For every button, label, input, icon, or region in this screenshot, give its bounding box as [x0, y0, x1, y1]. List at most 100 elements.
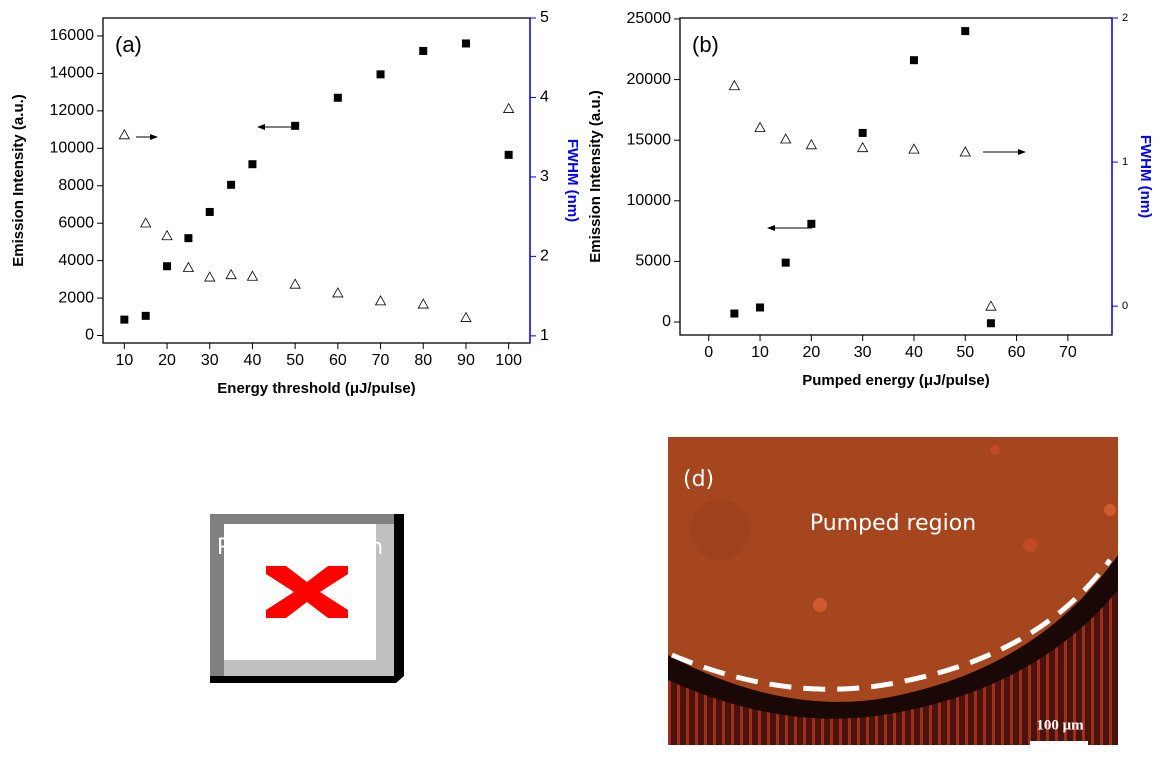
panel-label: (b) — [692, 32, 719, 57]
triangle-marker — [289, 278, 301, 289]
square-marker — [333, 93, 342, 102]
square-marker — [961, 27, 970, 36]
x-tick-label: 60 — [1008, 344, 1026, 361]
y2-tick-label: 2 — [540, 248, 549, 265]
y2-tick-label: 3 — [540, 168, 549, 185]
y2-tick-label: 0 — [1122, 300, 1128, 312]
arrows — [136, 124, 1026, 231]
square-marker — [120, 315, 129, 324]
square-marker — [781, 258, 790, 267]
scatter-chart: 0 10 20 30 40 50 60 70 0 5000 10000 15000 20000 25000… — [587, 10, 1154, 389]
triangle-marker — [374, 295, 387, 306]
y-tick-label: 4000 — [58, 252, 94, 269]
square-marker — [227, 180, 236, 189]
y2-tick-label: 2 — [1122, 12, 1128, 24]
x-tick-label: 30 — [201, 352, 219, 369]
triangle-marker — [502, 102, 515, 113]
y-axis-label: Emission Intensity (a.u.) — [10, 94, 27, 267]
x-tick-label: 70 — [372, 352, 390, 369]
square-marker — [461, 39, 470, 48]
y-tick-label: 10000 — [50, 140, 95, 157]
square-marker — [163, 262, 172, 271]
y-tick-label: 12000 — [50, 102, 95, 119]
triangle-marker — [780, 133, 792, 144]
x-tick-label: 100 — [495, 352, 522, 369]
scale-bar — [1030, 741, 1088, 745]
panel-label: (a) — [115, 32, 142, 57]
triangle-marker — [417, 298, 429, 309]
triangle-marker — [908, 143, 920, 154]
square-marker — [504, 150, 513, 159]
x-tick-label: 10 — [751, 344, 769, 361]
triangle-marker — [140, 217, 152, 228]
x-tick-label: 20 — [158, 352, 176, 369]
x-tick-label: 60 — [329, 352, 347, 369]
square-marker — [376, 70, 385, 79]
triangle-marker — [805, 138, 818, 150]
y-tick-label: 16000 — [50, 27, 95, 44]
error-icon — [266, 566, 348, 618]
triangle-marker — [161, 229, 173, 241]
square-marker — [807, 219, 816, 228]
y-tick-label: 8000 — [58, 177, 94, 194]
x-tick-label: 80 — [414, 352, 432, 369]
y2-axis-label: FWHM (nm) — [1137, 135, 1154, 218]
square-marker — [184, 234, 193, 243]
y2-tick-label: 1 — [1122, 156, 1128, 168]
triangle-marker — [985, 300, 997, 311]
y-tick-label: 0 — [662, 313, 671, 330]
y-tick-label: 0 — [85, 327, 94, 344]
photo: (d) Pumped region 100 μm — [668, 437, 1118, 745]
x-axis-label: Pumped energy (μJ/pulse) — [802, 372, 990, 389]
x-tick-label: 50 — [956, 344, 974, 361]
x-tick-label: 10 — [115, 352, 133, 369]
plot-frame — [102, 17, 531, 344]
square-marker — [141, 311, 150, 320]
x-tick-label: 50 — [286, 352, 304, 369]
triangle-marker — [246, 270, 259, 281]
triangle-marker — [959, 146, 971, 157]
square-marker — [248, 160, 257, 169]
triangle-marker — [460, 311, 472, 322]
y2-tick-label: 4 — [540, 89, 549, 106]
region-label: Pumped region — [810, 511, 976, 536]
y-tick-label: 5000 — [635, 253, 671, 270]
broken-image: Pumped region — [210, 514, 404, 683]
triangle-marker — [204, 271, 216, 282]
triangle-marker — [754, 121, 766, 132]
y-tick-label: 10000 — [627, 192, 672, 209]
x-tick-label: 20 — [802, 344, 820, 361]
triangle-marker — [332, 287, 344, 298]
y-tick-label: 20000 — [627, 71, 672, 88]
triangle-marker — [118, 128, 131, 140]
square-marker — [756, 303, 765, 312]
y-tick-label: 25000 — [627, 10, 672, 27]
square-marker — [291, 121, 300, 130]
plot-frame — [679, 17, 1113, 336]
y2-tick-label: 1 — [540, 327, 549, 344]
image-alt: Pumped region — [217, 535, 383, 560]
square-marker — [986, 319, 995, 328]
scatter-chart: 10 20 30 40 50 60 70 80 90 100 0 2000 4000 6000 8000 10… — [10, 9, 581, 397]
y-tick-label: 6000 — [58, 214, 94, 231]
x-tick-label: 40 — [244, 352, 262, 369]
y-tick-label: 2000 — [58, 289, 94, 306]
x-tick-label: 30 — [854, 344, 872, 361]
y-tick-label: 14000 — [50, 65, 95, 82]
x-tick-label: 40 — [905, 344, 923, 361]
square-marker — [205, 207, 214, 216]
triangle-marker — [182, 261, 195, 272]
x-axis-label: Energy threshold (μJ/pulse) — [217, 380, 415, 397]
square-marker — [730, 309, 739, 318]
square-marker — [419, 46, 428, 55]
x-tick-label: 90 — [457, 352, 475, 369]
triangle-marker — [225, 268, 237, 280]
triangle-marker — [728, 79, 741, 91]
panel-label: (d) — [683, 467, 714, 492]
y-tick-label: 15000 — [627, 131, 672, 148]
square-marker — [858, 128, 867, 137]
x-tick-label: 70 — [1059, 344, 1077, 361]
square-marker — [909, 56, 918, 65]
